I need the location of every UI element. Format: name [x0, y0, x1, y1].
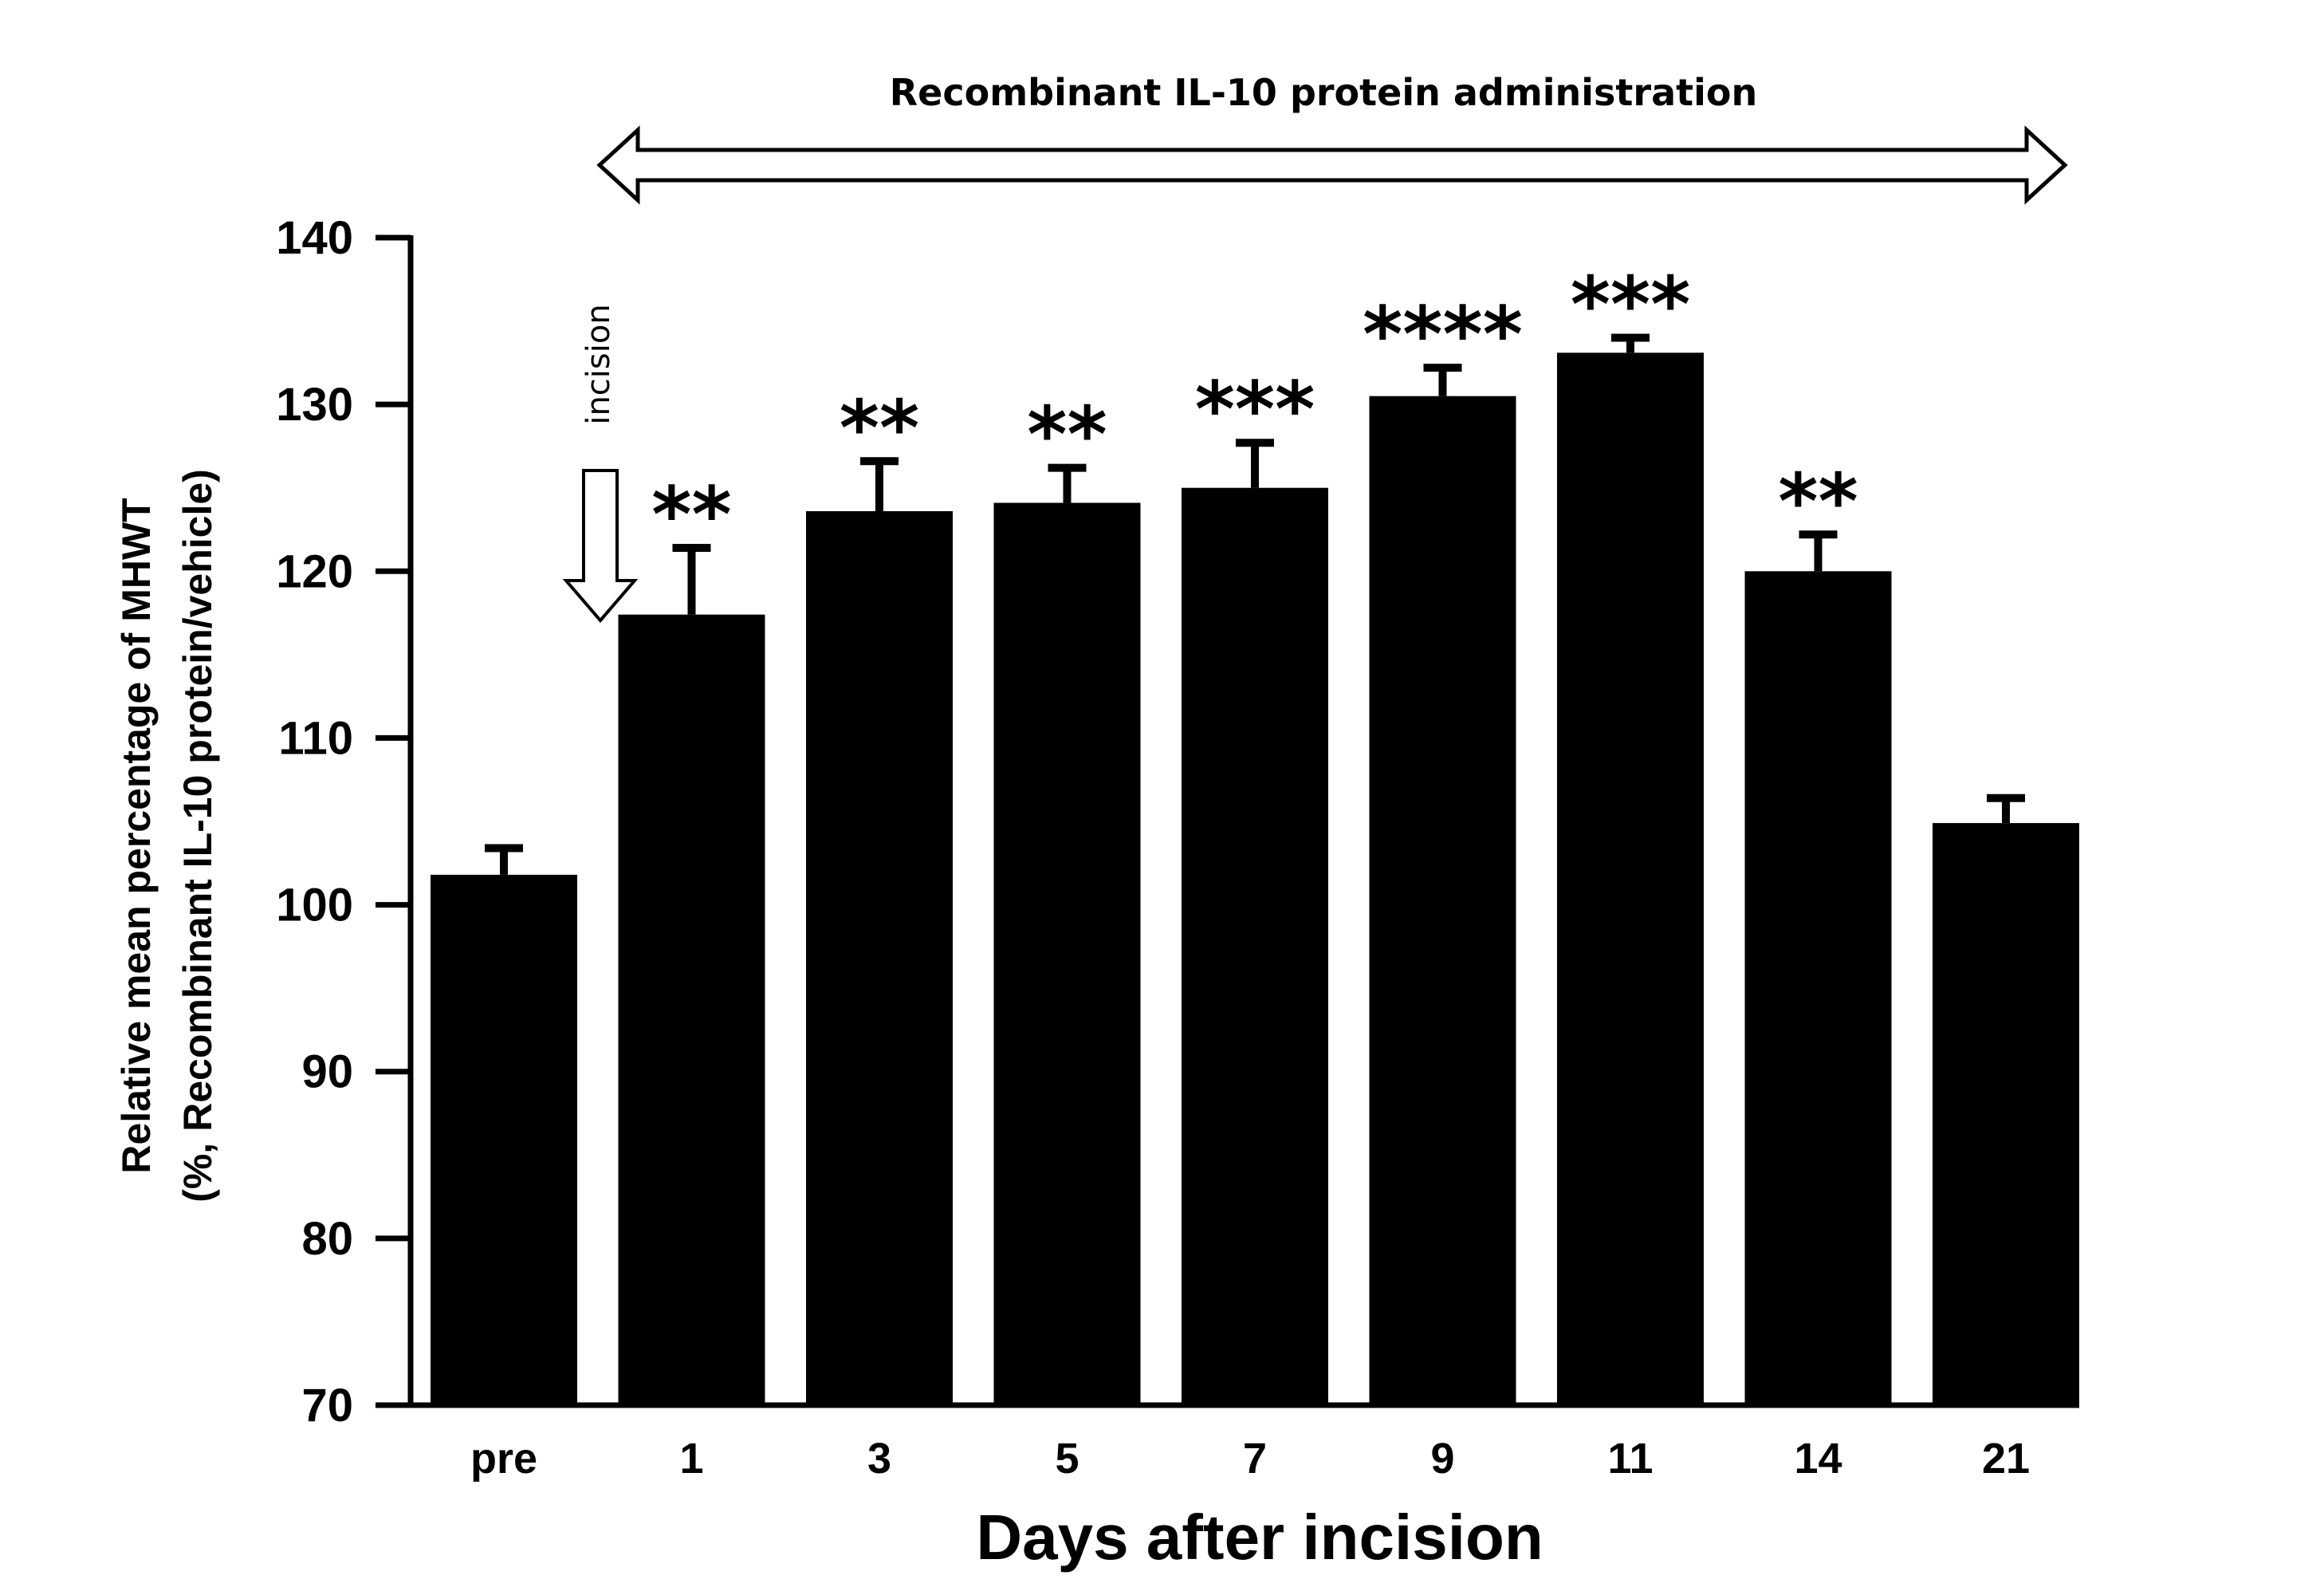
bar [1933, 823, 2079, 1405]
bar [618, 614, 765, 1405]
incision-label: incision [580, 304, 617, 424]
significance-label: ** [651, 471, 731, 560]
significance-label: ** [1778, 457, 1858, 546]
y-tick-label: 110 [278, 712, 353, 764]
x-tick-label: 5 [1055, 1435, 1079, 1483]
bar [1744, 571, 1892, 1406]
y-axis: 70 80 90 100 110 120 130 140 [276, 212, 414, 1431]
bar [1369, 396, 1516, 1406]
x-tick-label: 3 [867, 1435, 891, 1483]
significance-label: ** [840, 384, 919, 473]
significance-label: ** [1027, 391, 1107, 480]
x-tick-label: 11 [1607, 1435, 1653, 1483]
bar [431, 874, 577, 1405]
y-tick-label: 100 [276, 880, 353, 931]
x-tick-label: 21 [1982, 1435, 2030, 1483]
significance-label: **** [1363, 290, 1523, 380]
y-axis-title-line2: (%, Recombinant IL-10 protein/vehicle) [175, 469, 220, 1203]
incision-arrow [562, 469, 639, 624]
y-axis-title-line1: Relative mean percentage of MHWT [114, 498, 159, 1173]
significance-label: *** [1195, 365, 1315, 455]
treatment-period-arrow [596, 125, 2068, 205]
y-tick-label: 80 [301, 1213, 353, 1265]
y-tick-label: 130 [276, 379, 353, 431]
x-axis: pre 1 3 5 7 9 11 14 21 [408, 1402, 2079, 1483]
y-tick-label: 140 [276, 212, 353, 264]
treatment-period-label: Recombinant IL-10 protein administration [890, 71, 1758, 114]
y-tick-label: 90 [301, 1046, 353, 1098]
y-tick-label: 70 [301, 1380, 353, 1431]
bar [993, 502, 1141, 1406]
x-tick-label: 14 [1794, 1435, 1842, 1483]
bar [1182, 487, 1328, 1405]
significance-label: *** [1571, 260, 1691, 349]
x-tick-label: 9 [1430, 1435, 1454, 1483]
x-tick-label: 1 [679, 1435, 703, 1483]
x-tick-label: pre [470, 1435, 537, 1483]
y-tick-label: 120 [276, 545, 353, 597]
x-tick-label: 7 [1243, 1435, 1267, 1483]
x-axis-title: Days after incision [976, 1502, 1543, 1573]
bar [806, 510, 953, 1405]
bars: **** ** ******* ***** [431, 260, 2079, 1406]
bar [1557, 352, 1704, 1405]
